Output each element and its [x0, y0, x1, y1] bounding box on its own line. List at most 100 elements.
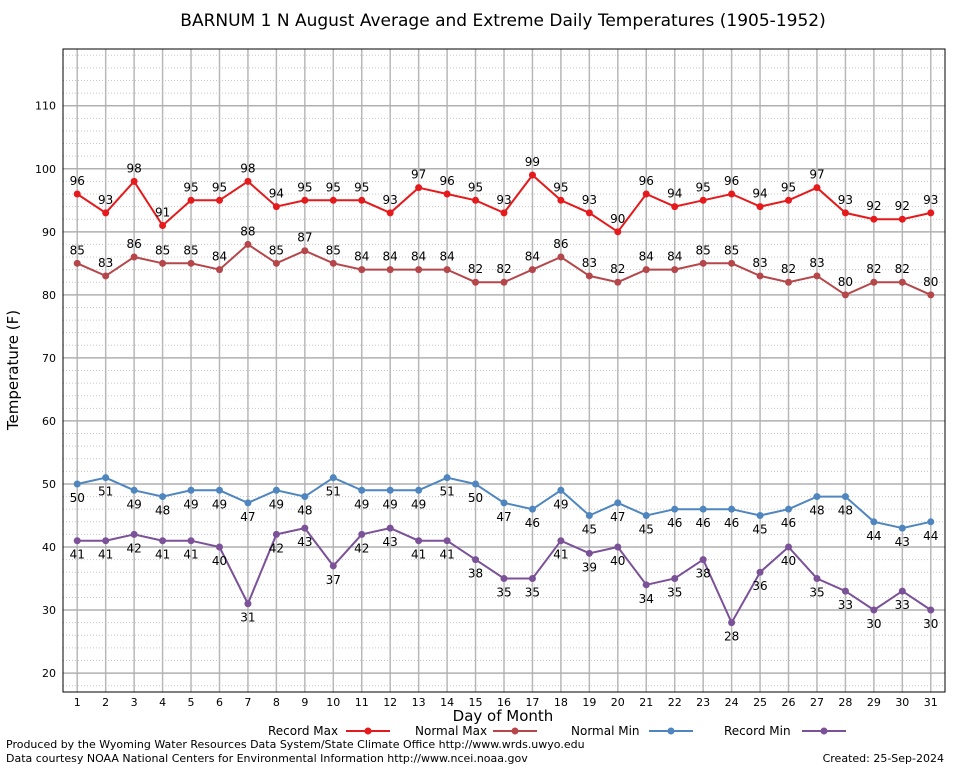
- normal-min-point: [785, 505, 793, 513]
- normal-max-data-label: 84: [639, 250, 654, 264]
- record-min-data-label: 42: [126, 541, 141, 555]
- record-min-data-label: 43: [383, 535, 398, 549]
- normal-min-point: [102, 474, 110, 482]
- normal-min-point: [699, 505, 707, 513]
- record-min-data-label: 35: [525, 586, 540, 600]
- normal-max-point: [898, 278, 906, 286]
- x-tick-label: 12: [383, 696, 397, 709]
- grid: [63, 49, 945, 692]
- normal-max-data-label: 84: [354, 250, 369, 264]
- normal-min-data-label: 45: [582, 522, 597, 536]
- record-min-point: [272, 530, 280, 538]
- normal-max-point: [927, 291, 935, 299]
- record-min-data-label: 35: [809, 586, 824, 600]
- normal-max-point: [557, 253, 565, 261]
- record-max-point: [415, 184, 423, 192]
- record-max-data-label: 92: [895, 199, 910, 213]
- y-tick-label: 80: [42, 289, 56, 302]
- normal-max-data-label: 82: [496, 262, 511, 276]
- normal-max-data-label: 86: [553, 237, 568, 251]
- record-min-data-label: 30: [923, 617, 938, 631]
- normal-min-point: [528, 505, 536, 513]
- y-axis-label: Temperature (F): [4, 310, 22, 431]
- record-min-data-label: 37: [326, 573, 341, 587]
- normal-max-point: [244, 240, 252, 248]
- record-min-point: [215, 543, 223, 551]
- normal-max-point: [841, 291, 849, 299]
- y-tick-label: 110: [35, 100, 56, 113]
- normal-min-data-label: 48: [297, 504, 312, 518]
- normal-min-point: [870, 518, 878, 526]
- record-min-point: [785, 543, 793, 551]
- normal-max-data-label: 83: [98, 256, 113, 270]
- record-min-point: [528, 575, 536, 583]
- x-axis-label: Day of Month: [453, 707, 554, 725]
- chart-title: BARNUM 1 N August Average and Extreme Da…: [180, 11, 825, 31]
- normal-min-point: [841, 493, 849, 501]
- record-max-data-label: 94: [752, 187, 767, 201]
- normal-min-data-label: 47: [610, 510, 625, 524]
- record-min-data-label: 28: [724, 630, 739, 644]
- record-min-point: [358, 530, 366, 538]
- normal-max-point: [472, 278, 480, 286]
- normal-min-point: [329, 474, 337, 482]
- normal-max-point: [386, 266, 394, 274]
- x-tick-label: 10: [326, 696, 340, 709]
- record-min-data-label: 41: [553, 548, 568, 562]
- record-max-point: [130, 177, 138, 185]
- record-max-data-label: 98: [240, 161, 255, 175]
- x-tick-label: 11: [355, 696, 369, 709]
- normal-max-point: [785, 278, 793, 286]
- normal-max-data-label: 83: [752, 256, 767, 270]
- record-max-data-label: 91: [155, 206, 170, 220]
- record-min-data-label: 42: [269, 541, 284, 555]
- record-min-data-label: 35: [667, 586, 682, 600]
- normal-min-point: [272, 486, 280, 494]
- normal-max-point: [614, 278, 622, 286]
- record-max-data-label: 95: [297, 180, 312, 194]
- record-max-data-label: 95: [468, 180, 483, 194]
- record-min-data-label: 41: [439, 548, 454, 562]
- record-min-data-label: 41: [411, 548, 426, 562]
- normal-max-data-label: 83: [809, 256, 824, 270]
- record-max-point: [585, 209, 593, 217]
- normal-max-point: [215, 266, 223, 274]
- y-tick-label: 40: [42, 541, 56, 554]
- x-tick-label: 5: [188, 696, 195, 709]
- record-min-point: [500, 575, 508, 583]
- x-tick-label: 27: [810, 696, 824, 709]
- normal-max-point: [671, 266, 679, 274]
- record-min-point: [557, 537, 565, 545]
- normal-max-data-label: 84: [439, 250, 454, 264]
- series-record-max: 96 93 98 91 95 95 98 94 95 95 95 93 97 96 95 93 99 95 93 90…: [70, 155, 938, 236]
- record-max-data-label: 95: [326, 180, 341, 194]
- record-min-data-label: 42: [354, 541, 369, 555]
- record-max-point: [301, 196, 309, 204]
- normal-max-point: [102, 272, 110, 280]
- record-max-data-label: 93: [383, 193, 398, 207]
- record-max-point: [329, 196, 337, 204]
- record-max-point: [472, 196, 480, 204]
- record-min-point: [187, 537, 195, 545]
- normal-max-point: [699, 259, 707, 267]
- normal-min-data-label: 51: [98, 485, 113, 499]
- normal-min-point: [671, 505, 679, 513]
- record-max-point: [102, 209, 110, 217]
- record-max-point: [500, 209, 508, 217]
- record-max-point: [927, 209, 935, 217]
- record-max-data-label: 94: [667, 187, 682, 201]
- plot-frame: [62, 48, 946, 693]
- series-layer: 96 93 98 91 95 95 98 94 95 95 95 93 97 96 95 93 99 95 93 90…: [70, 155, 939, 644]
- record-min-point: [927, 606, 935, 614]
- record-max-point: [728, 190, 736, 198]
- record-min-data-label: 36: [752, 579, 767, 593]
- series-normal-max: 85 83 86 85 85 84 88 85 87 85 84 84 84 84 82 82 84 86 83 82…: [70, 224, 938, 299]
- record-min-data-label: 41: [70, 548, 85, 562]
- record-max-data-label: 93: [496, 193, 511, 207]
- normal-max-data-label: 82: [895, 262, 910, 276]
- normal-max-point: [728, 259, 736, 267]
- y-tick-label: 90: [42, 226, 56, 239]
- normal-min-data-label: 48: [809, 504, 824, 518]
- record-min-point: [813, 575, 821, 583]
- y-tick-label: 100: [35, 163, 56, 176]
